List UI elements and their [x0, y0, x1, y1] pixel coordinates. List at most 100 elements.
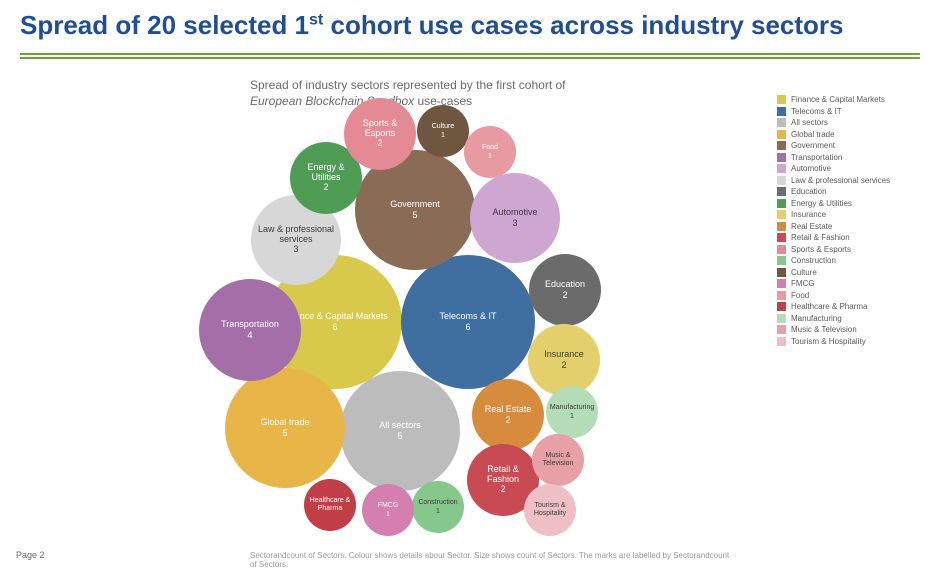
bubble: Sports & Esports2 — [344, 98, 416, 170]
legend-swatch — [777, 256, 786, 265]
bubble-count: 3 — [293, 245, 298, 255]
legend-swatch — [777, 337, 786, 346]
bubble: All sectors5 — [340, 371, 460, 491]
bubble-label: Retail & Fashion — [472, 465, 533, 485]
legend-item: Telecoms & IT — [777, 107, 922, 116]
legend-item: Energy & Utilities — [777, 199, 922, 208]
bubble-count: 1 — [436, 508, 440, 516]
bubble-count: 2 — [562, 291, 567, 301]
bubble: Insurance2 — [528, 324, 600, 396]
bubble-label: Manufacturing — [550, 404, 594, 412]
bubble-label: Education — [545, 280, 585, 290]
legend-swatch — [777, 95, 786, 104]
bubble-label: Music & Television — [536, 452, 580, 467]
bubble-label: Real Estate — [485, 405, 532, 415]
legend-label: Retail & Fashion — [791, 233, 850, 242]
bubble-count: 6 — [332, 323, 337, 333]
legend-item: Sports & Esports — [777, 245, 922, 254]
title-pre: Spread of 20 selected 1 — [20, 10, 309, 40]
legend-label: FMCG — [791, 279, 815, 288]
legend-item: Transportation — [777, 153, 922, 162]
legend-swatch — [777, 141, 786, 150]
legend-item: Law & professional services — [777, 176, 922, 185]
bubble-count: 5 — [282, 429, 287, 439]
bubble-count: 5 — [412, 211, 417, 221]
legend-label: Law & professional services — [791, 176, 890, 185]
bubble-count: 2 — [377, 139, 382, 149]
subtitle-line1: Spread of industry sectors represented b… — [250, 78, 566, 92]
legend-swatch — [777, 222, 786, 231]
header-rules — [20, 53, 920, 59]
legend-label: Transportation — [791, 153, 842, 162]
bubble: FMCG1 — [362, 484, 414, 536]
bubble-label: Culture — [432, 123, 455, 131]
legend-item: Culture — [777, 268, 922, 277]
legend-item: Automotive — [777, 164, 922, 173]
legend-item: Tourism & Hospitality — [777, 337, 922, 346]
bubble-label: Energy & Utilities — [295, 163, 356, 183]
legend-swatch — [777, 233, 786, 242]
legend-swatch — [777, 291, 786, 300]
legend-label: Government — [791, 141, 835, 150]
legend-swatch — [777, 314, 786, 323]
legend-item: Food — [777, 291, 922, 300]
bubble: Manufacturing1 — [546, 386, 598, 438]
legend-swatch — [777, 130, 786, 139]
legend-label: Construction — [791, 256, 836, 265]
legend-label: Finance & Capital Markets — [791, 95, 885, 104]
legend-swatch — [777, 325, 786, 334]
bubble-label: Insurance — [544, 350, 584, 360]
title-post: cohort use cases across industry sectors — [323, 10, 843, 40]
legend-swatch — [777, 210, 786, 219]
legend-item: FMCG — [777, 279, 922, 288]
legend-item: Manufacturing — [777, 314, 922, 323]
legend-item: Finance & Capital Markets — [777, 95, 922, 104]
bubble: Real Estate2 — [472, 379, 544, 451]
legend-label: Education — [791, 187, 827, 196]
bubble-label: Government — [390, 200, 440, 210]
bubble-count: 2 — [561, 361, 566, 371]
legend-label: Manufacturing — [791, 314, 842, 323]
bubble-label: All sectors — [379, 421, 421, 431]
bubble-label: Automotive — [492, 208, 537, 218]
bubble: Food1 — [464, 126, 516, 178]
legend-item: Healthcare & Pharma — [777, 302, 922, 311]
legend-item: Government — [777, 141, 922, 150]
bubble-label: Law & professional services — [258, 225, 335, 245]
legend-label: Sports & Esports — [791, 245, 851, 254]
legend-label: Tourism & Hospitality — [791, 337, 866, 346]
bubble-count: 1 — [386, 511, 390, 519]
bubble-label: FMCG — [378, 502, 399, 510]
bubble-label: Sports & Esports — [349, 119, 410, 139]
bubble: Transportation4 — [199, 279, 301, 381]
bubble-count: 4 — [247, 331, 252, 341]
legend-swatch — [777, 176, 786, 185]
bubble-count: 2 — [505, 416, 510, 426]
bubble-label: Construction — [418, 499, 457, 507]
legend-label: All sectors — [791, 118, 828, 127]
bubble-count: 3 — [512, 219, 517, 229]
legend-swatch — [777, 245, 786, 254]
page-number: Page 2 — [16, 550, 45, 560]
legend-swatch — [777, 187, 786, 196]
legend-item: Education — [777, 187, 922, 196]
legend-item: Insurance — [777, 210, 922, 219]
page-header: Spread of 20 selected 1st cohort use cas… — [0, 0, 940, 49]
legend-swatch — [777, 153, 786, 162]
legend-label: Automotive — [791, 164, 831, 173]
legend-label: Telecoms & IT — [791, 107, 842, 116]
title-sup: st — [309, 11, 323, 28]
bubble-count: 2 — [323, 183, 328, 193]
legend-label: Music & Television — [791, 325, 857, 334]
bubble: Automotive3 — [470, 173, 560, 263]
legend: Finance & Capital Markets Telecoms & IT Al… — [777, 95, 922, 348]
bubble: Construction1 — [412, 481, 464, 533]
bubble: Music & Television — [532, 434, 584, 486]
bubble: Healthcare & Pharma — [304, 479, 356, 531]
legend-item: All sectors — [777, 118, 922, 127]
legend-swatch — [777, 199, 786, 208]
legend-swatch — [777, 164, 786, 173]
legend-item: Global trade — [777, 130, 922, 139]
legend-label: Healthcare & Pharma — [791, 302, 867, 311]
legend-label: Energy & Utilities — [791, 199, 852, 208]
